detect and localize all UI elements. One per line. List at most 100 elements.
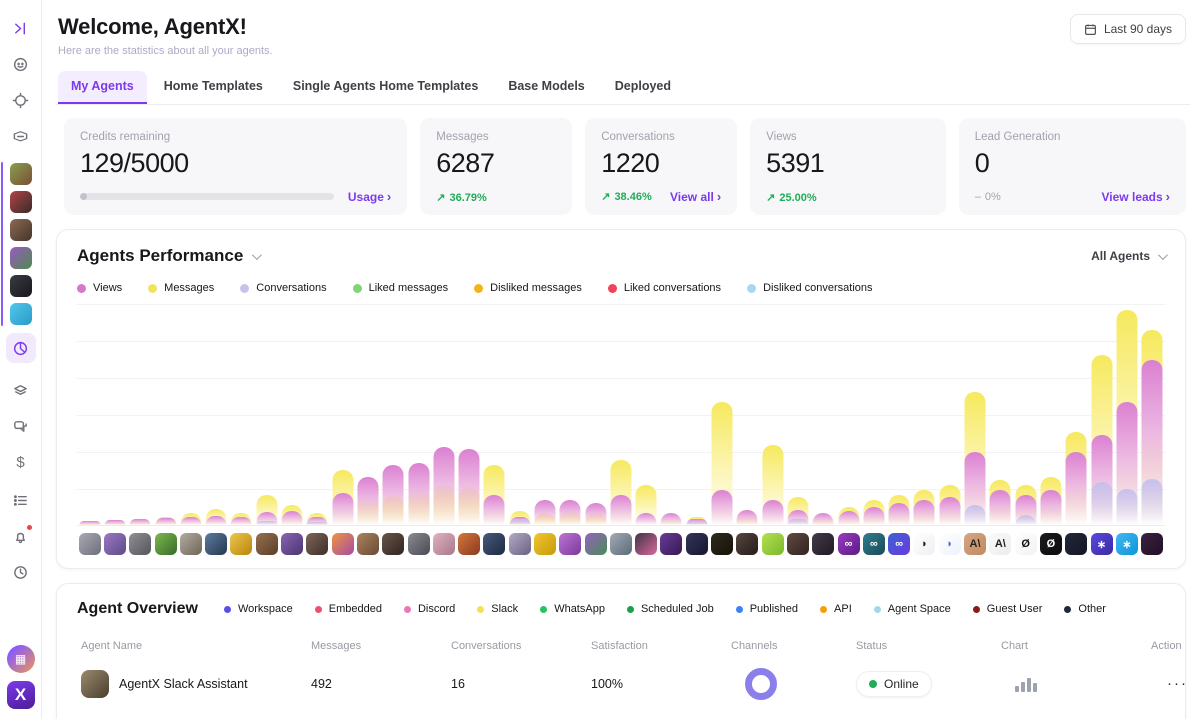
chart-bar-slot[interactable] — [102, 304, 127, 525]
agent-avatar[interactable]: ◗ — [938, 533, 961, 555]
chart-bar-slot[interactable] — [962, 304, 987, 525]
agent-avatar[interactable] — [786, 533, 809, 555]
tasks-list-icon[interactable] — [6, 485, 36, 515]
chart-bar-slot[interactable] — [229, 304, 254, 525]
chart-bar-slot[interactable] — [482, 304, 507, 525]
tab-single-agents-home-templates[interactable]: Single Agents Home Templates — [280, 71, 491, 104]
agent-avatar[interactable] — [306, 533, 329, 555]
notifications-bell-icon[interactable] — [6, 521, 36, 551]
agent-avatar[interactable] — [635, 533, 658, 555]
chat-icon[interactable] — [6, 411, 36, 441]
tab-base-models[interactable]: Base Models — [495, 71, 597, 104]
explore-icon[interactable] — [6, 85, 36, 115]
agent-avatar[interactable]: ∞ — [862, 533, 885, 555]
agent-avatar[interactable]: ∞ — [888, 533, 911, 555]
agent-avatar[interactable] — [154, 533, 177, 555]
chart-bar-slot[interactable] — [988, 304, 1013, 525]
agent-avatar[interactable] — [205, 533, 228, 555]
agent-avatar[interactable] — [129, 533, 152, 555]
agent-avatar[interactable] — [281, 533, 304, 555]
agent-avatar[interactable] — [483, 533, 506, 555]
agent-avatar[interactable] — [533, 533, 556, 555]
sidebar-agent-avatar[interactable] — [9, 303, 32, 325]
agent-avatar[interactable] — [559, 533, 582, 555]
chart-bar-slot[interactable] — [178, 304, 203, 525]
agent-avatar[interactable] — [356, 533, 379, 555]
agent-avatar[interactable]: ∞ — [837, 533, 860, 555]
agent-avatar[interactable] — [458, 533, 481, 555]
chart-bar-slot[interactable] — [634, 304, 659, 525]
mini-bar-chart-icon[interactable] — [1015, 676, 1151, 692]
agent-avatar[interactable] — [736, 533, 759, 555]
agents-filter-dropdown[interactable]: All Agents — [1091, 249, 1168, 263]
agent-avatar[interactable]: Ø — [1014, 533, 1037, 555]
history-clock-icon[interactable] — [6, 557, 36, 587]
chart-bar-slot[interactable] — [836, 304, 861, 525]
sidebar-agent-avatar[interactable] — [9, 247, 32, 269]
chart-bar-slot[interactable] — [507, 304, 532, 525]
sidebar-agent-avatar[interactable] — [9, 275, 32, 297]
agent-avatar[interactable] — [711, 533, 734, 555]
chart-bar-slot[interactable] — [456, 304, 481, 525]
chart-bar-slot[interactable] — [1089, 304, 1114, 525]
more-actions-button[interactable]: ··· — [1167, 675, 1188, 692]
agents-icon[interactable] — [6, 49, 36, 79]
sidebar-agent-avatar[interactable] — [9, 219, 32, 241]
chart-bar-slot[interactable] — [811, 304, 836, 525]
chart-bar-slot[interactable] — [77, 304, 102, 525]
agent-avatar[interactable] — [432, 533, 455, 555]
agent-avatar[interactable] — [255, 533, 278, 555]
agent-avatar[interactable] — [382, 533, 405, 555]
agentx-logo[interactable]: X — [6, 681, 35, 709]
workspace-avatar[interactable]: ▦ — [6, 645, 35, 673]
agent-avatar[interactable] — [584, 533, 607, 555]
agent-avatar[interactable] — [1065, 533, 1088, 555]
agent-avatar[interactable] — [179, 533, 202, 555]
chart-bar-slot[interactable] — [659, 304, 684, 525]
tab-my-agents[interactable]: My Agents — [58, 71, 147, 104]
agent-avatar[interactable] — [1141, 533, 1164, 555]
sidebar-collapse-button[interactable] — [6, 13, 36, 43]
agent-avatar[interactable] — [78, 533, 101, 555]
agent-avatar[interactable] — [609, 533, 632, 555]
status-badge[interactable]: Online — [856, 671, 932, 697]
chart-bar-slot[interactable] — [1114, 304, 1139, 525]
chart-bar-slot[interactable] — [583, 304, 608, 525]
chart-bar-slot[interactable] — [128, 304, 153, 525]
chart-bar-slot[interactable] — [760, 304, 785, 525]
chart-bar-slot[interactable] — [785, 304, 810, 525]
view-all-link[interactable]: View all › — [670, 189, 722, 204]
chart-bar-slot[interactable] — [1038, 304, 1063, 525]
usage-link[interactable]: Usage › — [347, 189, 392, 204]
analytics-pie-icon[interactable] — [5, 333, 36, 363]
agent-avatar[interactable] — [508, 533, 531, 555]
billing-icon[interactable]: $ — [6, 447, 36, 477]
chart-bar-slot[interactable] — [153, 304, 178, 525]
agent-avatar[interactable]: ∗ — [1090, 533, 1113, 555]
chart-bar-slot[interactable] — [203, 304, 228, 525]
chart-bar-slot[interactable] — [735, 304, 760, 525]
agent-avatar[interactable]: ◗ — [913, 533, 936, 555]
integrations-icon[interactable] — [6, 375, 36, 405]
agent-avatar[interactable] — [407, 533, 430, 555]
agent-avatar[interactable] — [812, 533, 835, 555]
chart-bar-slot[interactable] — [406, 304, 431, 525]
sidebar-agent-avatar[interactable] — [9, 163, 32, 185]
agent-avatar[interactable] — [331, 533, 354, 555]
tab-home-templates[interactable]: Home Templates — [151, 71, 276, 104]
performance-title-group[interactable]: Agents Performance — [77, 246, 263, 266]
chart-bar-slot[interactable] — [912, 304, 937, 525]
chart-bar-slot[interactable] — [330, 304, 355, 525]
chart-bar-slot[interactable] — [1013, 304, 1038, 525]
chart-bar-slot[interactable] — [684, 304, 709, 525]
agent-avatar[interactable] — [660, 533, 683, 555]
chart-bar-slot[interactable] — [937, 304, 962, 525]
chart-bar-slot[interactable] — [608, 304, 633, 525]
chart-bar-slot[interactable] — [305, 304, 330, 525]
agent-avatar[interactable]: A\ — [989, 533, 1012, 555]
pricing-tag-icon[interactable] — [6, 121, 36, 151]
chart-bar-slot[interactable] — [381, 304, 406, 525]
agent-avatar[interactable] — [761, 533, 784, 555]
chart-bar-slot[interactable] — [431, 304, 456, 525]
table-row[interactable]: AgentX Slack Assistant 492 16 100% Online ···… — [77, 656, 1186, 712]
